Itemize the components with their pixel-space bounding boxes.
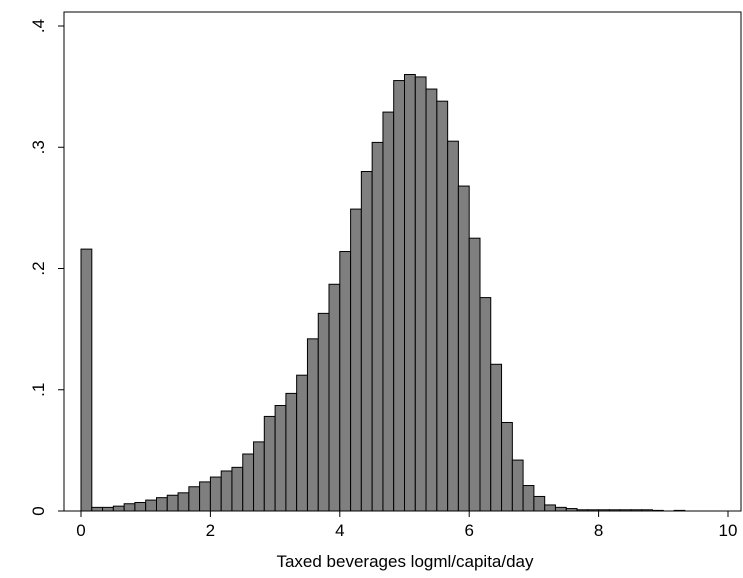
bar: [576, 509, 589, 512]
bar: [112, 505, 125, 512]
y-tick-label: .1: [29, 383, 48, 397]
bar: [188, 486, 201, 512]
bar: [608, 509, 621, 512]
bar: [296, 374, 308, 512]
bar: [209, 476, 222, 512]
bar: [587, 509, 600, 512]
bar: [404, 74, 416, 512]
y-tick-label: .3: [29, 140, 48, 154]
x-tick-label: 6: [464, 521, 473, 540]
bar: [511, 459, 524, 512]
bar: [436, 100, 449, 512]
bar: [285, 392, 298, 512]
y-tick-label: .4: [29, 19, 48, 33]
x-axis-label: Taxed beverages logml/capita/day: [276, 552, 534, 571]
bar: [253, 441, 265, 512]
bar: [328, 283, 341, 512]
bar: [651, 509, 664, 512]
x-tick-label: 4: [335, 521, 344, 540]
bar: [565, 508, 578, 512]
bar: [382, 111, 395, 512]
bar: [306, 338, 319, 512]
bar: [554, 506, 567, 512]
bar: [533, 495, 546, 512]
bar: [544, 504, 556, 512]
bar: [177, 492, 190, 512]
bar: [156, 497, 168, 512]
bar: [80, 248, 93, 512]
bar: [339, 251, 352, 512]
bar: [102, 506, 114, 512]
bar: [242, 453, 255, 512]
bar: [641, 509, 653, 512]
bar: [220, 470, 233, 512]
bar: [393, 80, 405, 512]
bar: [619, 509, 632, 512]
y-tick-label: 0: [29, 506, 48, 515]
bar: [479, 297, 492, 512]
bar: [274, 405, 287, 512]
bar: [145, 499, 158, 512]
x-tick-label: 2: [206, 521, 215, 540]
bar: [91, 506, 104, 512]
bar: [598, 509, 610, 512]
bar: [350, 208, 362, 512]
bar: [425, 88, 438, 512]
bar: [231, 466, 244, 512]
bar: [199, 481, 211, 512]
x-tick-label: 0: [76, 521, 85, 540]
bar: [360, 171, 373, 512]
bar: [414, 76, 427, 512]
bar: [457, 185, 470, 512]
bar: [371, 141, 384, 512]
bar: [123, 503, 136, 512]
bar: [630, 509, 643, 512]
y-tick-label: .2: [29, 261, 48, 275]
bar: [501, 421, 513, 512]
bar: [134, 502, 147, 512]
x-tick-label: 8: [594, 521, 603, 540]
bar: [447, 140, 459, 512]
bar: [673, 509, 686, 512]
bar: [468, 237, 481, 512]
x-tick-label: 10: [719, 521, 738, 540]
bar: [166, 494, 179, 512]
bar: [490, 363, 503, 512]
bar: [522, 485, 535, 512]
bar: [317, 312, 330, 512]
bar: [263, 415, 276, 512]
